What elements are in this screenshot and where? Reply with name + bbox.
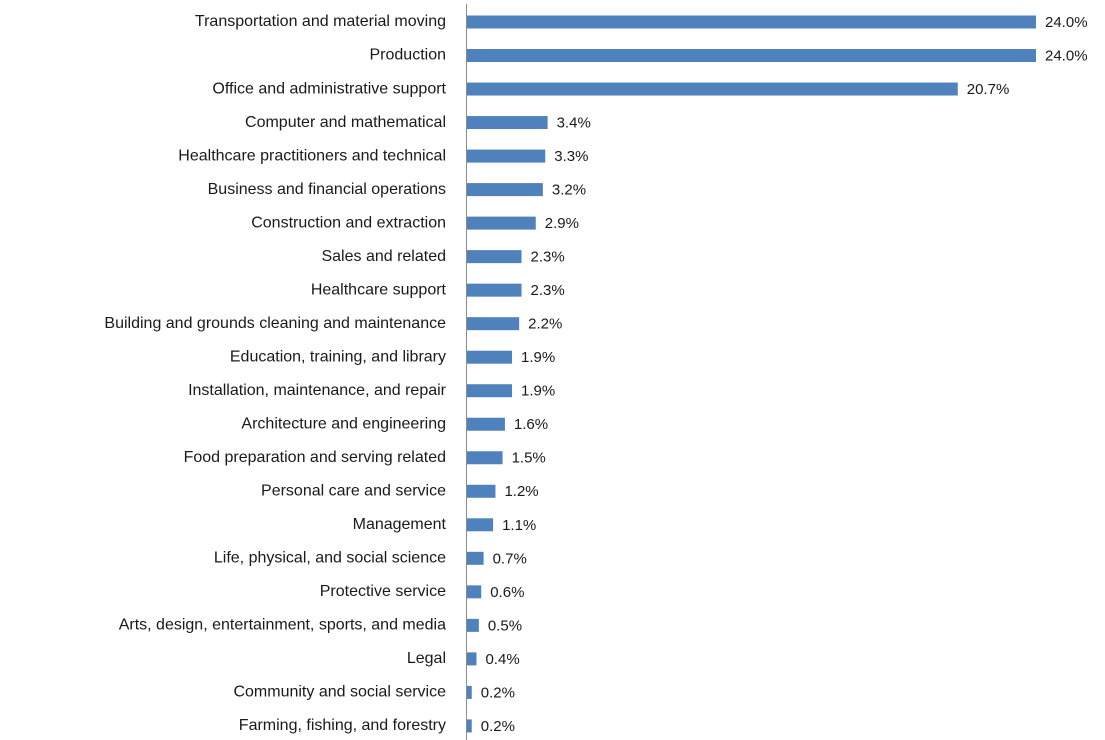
value-label: 2.3% [531,249,565,266]
value-label: 3.3% [554,148,588,165]
value-label: 2.9% [545,215,579,232]
value-label: 1.9% [521,383,555,400]
bar [467,719,472,733]
value-label: 0.7% [493,550,527,567]
category-label: Farming, fishing, and forestry [239,717,446,734]
bar [467,384,513,398]
value-label: 1.9% [521,349,555,366]
value-label: 24.0% [1045,14,1088,31]
category-label: Management [353,516,447,533]
bar [467,283,522,297]
bar [467,216,536,230]
category-label: Community and social service [233,684,446,701]
category-label: Protective service [320,583,446,600]
category-label: Architecture and engineering [241,415,446,432]
category-label: Arts, design, entertainment, sports, and… [119,617,446,634]
value-label: 0.2% [481,684,515,701]
value-label: 0.4% [485,651,519,668]
category-label: Transportation and material moving [195,13,446,30]
value-label: 2.3% [531,282,565,299]
value-label: 3.2% [552,182,586,199]
value-label: 24.0% [1045,47,1088,64]
category-label: Computer and mathematical [245,114,446,131]
value-label: 3.4% [557,115,591,132]
value-label: 1.6% [514,416,548,433]
category-label: Healthcare support [311,281,447,298]
value-label: 0.6% [490,584,524,601]
value-label: 0.2% [481,718,515,735]
category-label: Construction and extraction [251,214,446,231]
category-label: Education, training, and library [230,348,446,365]
value-label: 2.2% [528,316,562,333]
category-label: Food preparation and serving related [184,449,446,466]
category-label: Legal [407,650,446,667]
category-label: Building and grounds cleaning and mainte… [104,315,446,332]
bar [467,15,1036,29]
bar [467,484,496,498]
value-label: 1.1% [502,517,536,534]
value-label: 1.2% [504,483,538,500]
bar [467,116,548,130]
bar [467,149,546,163]
category-label: Sales and related [321,248,446,265]
bar [467,652,477,666]
bar [467,49,1036,63]
category-label: Business and financial operations [208,181,446,198]
category-label: Healthcare practitioners and technical [178,147,446,164]
bar [467,183,543,197]
bar [467,317,520,331]
bar [467,250,522,264]
bar [467,518,494,532]
bar [467,82,958,96]
category-label: Production [370,47,447,64]
bar [467,451,503,465]
bar [467,585,482,599]
bar [467,417,505,431]
category-label: Personal care and service [261,482,446,499]
value-label: 20.7% [967,81,1010,98]
bar [467,350,513,364]
bar [467,551,484,565]
category-label: Office and administrative support [212,80,446,97]
value-label: 1.5% [512,450,546,467]
bar [467,685,472,699]
value-label: 0.5% [488,617,522,634]
bar [467,618,479,632]
category-label: Installation, maintenance, and repair [188,382,447,399]
category-label: Life, physical, and social science [214,550,446,567]
